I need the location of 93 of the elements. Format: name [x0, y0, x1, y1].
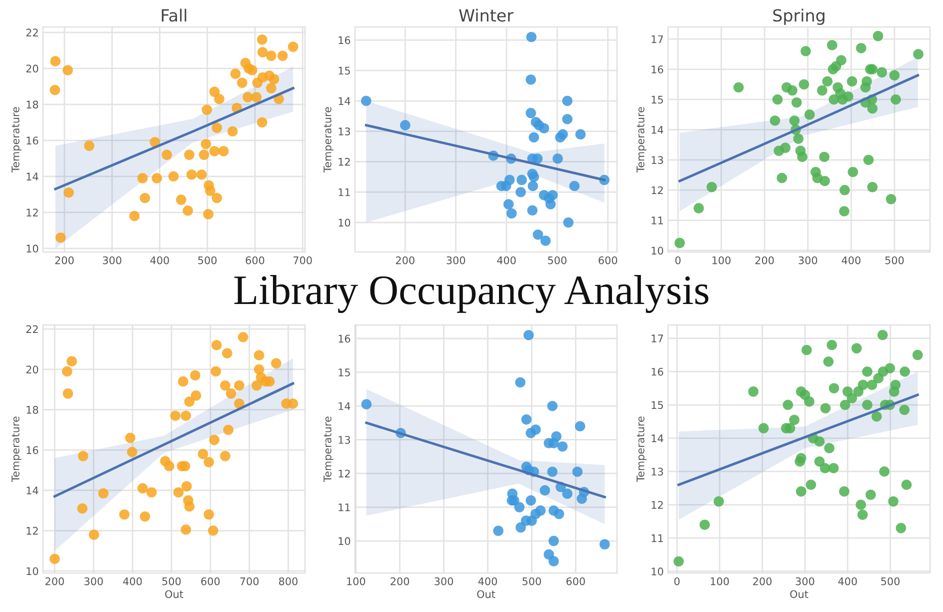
- x-axis-title: Out: [165, 590, 184, 598]
- x-tick-label: 200: [396, 256, 414, 264]
- x-axis-title: Out: [790, 590, 808, 598]
- x-tick-label: 600: [246, 256, 264, 264]
- x-axis-title: Out: [477, 590, 496, 598]
- x-tick-label: 300: [102, 256, 122, 264]
- x-tick-label: 600: [566, 577, 585, 586]
- y-tick-label: 10: [26, 244, 38, 253]
- y-tick-label: 14: [26, 486, 38, 494]
- y-axis-title: Temperature: [324, 107, 334, 173]
- y-tick-label: 22: [26, 325, 38, 333]
- y-tick-label: 11: [652, 216, 663, 224]
- y-axis-title: Temperature: [636, 416, 646, 482]
- x-tick-label: 200: [55, 256, 74, 264]
- x-tick-label: 400: [842, 256, 860, 264]
- x-tick-label: 100: [712, 256, 731, 264]
- y-tick-label: 12: [26, 208, 38, 216]
- y-tick-label: 13: [338, 128, 350, 136]
- chart-title: Fall: [162, 8, 186, 22]
- y-tick-label: 22: [26, 28, 38, 36]
- x-tick-label: 500: [548, 256, 566, 264]
- x-tick-label: 300: [84, 577, 103, 586]
- y-tick-label: 14: [26, 172, 38, 180]
- y-tick-label: 16: [338, 36, 350, 44]
- chart-title: Winter: [459, 8, 514, 22]
- y-tick-label: 13: [338, 436, 350, 444]
- y-tick-label: 10: [652, 246, 664, 255]
- text: Library Occupancy Analysis: [234, 275, 708, 313]
- x-tick-label: 400: [123, 577, 142, 586]
- x-tick-label: 400: [497, 256, 516, 264]
- y-tick-label: 11: [338, 188, 350, 196]
- y-tick-label: 17: [652, 334, 663, 342]
- y-tick-label: 20: [26, 64, 38, 73]
- x-tick-label: 300: [798, 256, 818, 264]
- y-tick-label: 16: [26, 446, 38, 454]
- y-tick-label: 12: [26, 526, 38, 535]
- x-tick-label: 700: [294, 256, 312, 264]
- y-tick-label: 12: [652, 186, 663, 194]
- x-tick-label: 600: [598, 256, 618, 264]
- x-tick-label: 500: [522, 577, 541, 586]
- x-tick-label: 400: [478, 577, 498, 586]
- x-tick-label: 600: [201, 577, 220, 586]
- y-tick-label: 18: [26, 100, 38, 109]
- x-tick-label: 200: [755, 256, 774, 264]
- y-tick-label: 14: [652, 126, 664, 134]
- y-tick-label: 11: [338, 504, 350, 512]
- y-tick-label: 18: [26, 406, 38, 414]
- x-tick-label: 400: [150, 256, 169, 264]
- x-tick-label: 200: [390, 577, 410, 586]
- y-tick-label: 10: [338, 218, 350, 227]
- y-tick-label: 13: [652, 468, 663, 476]
- x-tick-label: 300: [796, 577, 814, 586]
- y-tick-label: 15: [652, 96, 663, 104]
- x-tick-label: 0: [674, 577, 680, 586]
- x-tick-label: 300: [434, 577, 454, 586]
- x-tick-label: 100: [710, 577, 729, 586]
- y-tick-label: 10: [26, 567, 38, 576]
- x-tick-label: 800: [279, 577, 298, 586]
- y-tick-label: 10: [338, 537, 350, 546]
- x-tick-label: 400: [838, 577, 857, 586]
- y-tick-label: 14: [338, 97, 350, 105]
- x-tick-label: 500: [198, 256, 217, 264]
- y-tick-label: 16: [652, 66, 664, 74]
- y-axis-title: Temperature: [324, 416, 334, 482]
- y-tick-label: 15: [338, 368, 350, 376]
- y-tick-label: 14: [652, 434, 664, 442]
- x-tick-label: 100: [347, 577, 366, 586]
- y-tick-label: 12: [338, 158, 350, 166]
- y-tick-label: 17: [652, 35, 663, 44]
- y-axis-title: Temperature: [636, 107, 646, 173]
- x-tick-label: 500: [881, 577, 900, 586]
- x-tick-label: 300: [446, 256, 466, 264]
- y-tick-label: 12: [652, 500, 663, 509]
- y-tick-label: 15: [338, 66, 350, 75]
- y-tick-label: 11: [652, 534, 663, 542]
- y-axis-title: Temperature: [12, 107, 22, 173]
- x-tick-label: 0: [675, 256, 681, 264]
- y-tick-label: 16: [652, 368, 664, 376]
- x-tick-label: 700: [240, 577, 259, 586]
- y-tick-label: 16: [338, 334, 350, 343]
- y-tick-label: 16: [26, 136, 38, 145]
- y-tick-label: 10: [652, 568, 664, 576]
- x-tick-label: 200: [753, 577, 772, 586]
- x-tick-label: 500: [162, 577, 181, 586]
- chart-title: Spring: [773, 8, 824, 25]
- y-tick-label: 20: [26, 366, 38, 374]
- y-tick-label: 14: [338, 402, 350, 410]
- x-tick-label: 500: [885, 256, 904, 264]
- x-tick-label: 200: [46, 577, 64, 586]
- y-axis-title: Temperature: [12, 416, 22, 482]
- y-tick-label: 13: [652, 156, 663, 164]
- y-tick-label: 12: [338, 470, 350, 478]
- y-tick-label: 15: [652, 401, 663, 409]
